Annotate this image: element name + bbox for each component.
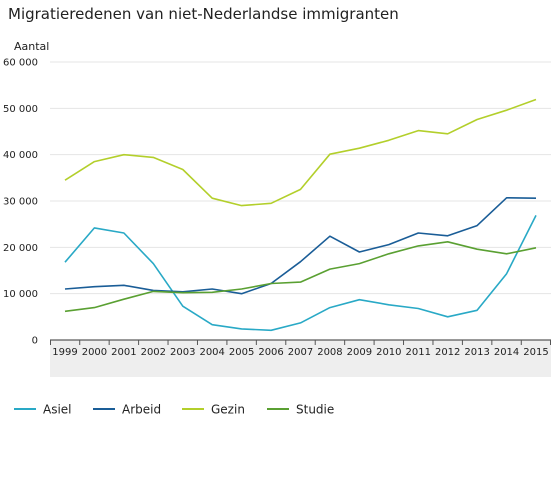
- x-tick-label: 2014: [494, 347, 519, 358]
- legend-label-arbeid: Arbeid: [122, 403, 161, 417]
- series-line-gezin: [64, 98, 537, 207]
- chart-title: Migratieredenen van niet-Nederlandse imm…: [8, 5, 399, 23]
- x-tick-label: 2013: [464, 347, 489, 358]
- y-tick-label: 50 000: [3, 104, 38, 115]
- x-tick-label: 2011: [406, 347, 431, 358]
- series-layer: [64, 98, 537, 332]
- x-tick-label: 2000: [82, 347, 107, 358]
- x-tick-label: 1999: [52, 347, 77, 358]
- x-axis-band: [50, 340, 551, 377]
- x-tick-label: 2012: [435, 347, 460, 358]
- x-axis: 1999 2000 2001 2002 2003 2004 2005 2006 2007 2008…: [50, 339, 551, 377]
- y-axis: 0 10 000 20 000 30 000 40 000 50 000 60 000: [3, 58, 38, 347]
- x-tick-label: 2007: [288, 347, 313, 358]
- x-tick-label: 2002: [141, 347, 166, 358]
- x-tick-label: 2010: [376, 347, 401, 358]
- y-tick-label: 10 000: [3, 289, 38, 300]
- series-line-asiel: [64, 215, 537, 332]
- legend: Asiel Arbeid Gezin Studie: [14, 403, 334, 417]
- x-tick-label: 2003: [170, 347, 195, 358]
- legend-label-asiel: Asiel: [43, 403, 72, 417]
- x-tick-label: 2006: [258, 347, 283, 358]
- y-tick-label: 0: [32, 336, 38, 347]
- legend-label-gezin: Gezin: [211, 403, 245, 417]
- legend-label-studie: Studie: [296, 403, 334, 417]
- y-tick-label: 30 000: [3, 197, 38, 208]
- series-line-arbeid: [64, 197, 537, 295]
- x-tick-label: 2001: [111, 347, 136, 358]
- x-tick-label: 2005: [229, 347, 254, 358]
- series-line-studie: [64, 241, 537, 313]
- x-tick-label: 2004: [199, 347, 224, 358]
- y-axis-label: Aantal: [14, 40, 49, 53]
- x-tick-label: 2009: [347, 347, 372, 358]
- x-tick-label: 2008: [317, 347, 342, 358]
- y-tick-label: 40 000: [3, 150, 38, 161]
- y-tick-label: 20 000: [3, 243, 38, 254]
- y-tick-label: 60 000: [3, 58, 38, 69]
- x-tick-label: 2015: [523, 347, 548, 358]
- grid-layer: [50, 61, 551, 295]
